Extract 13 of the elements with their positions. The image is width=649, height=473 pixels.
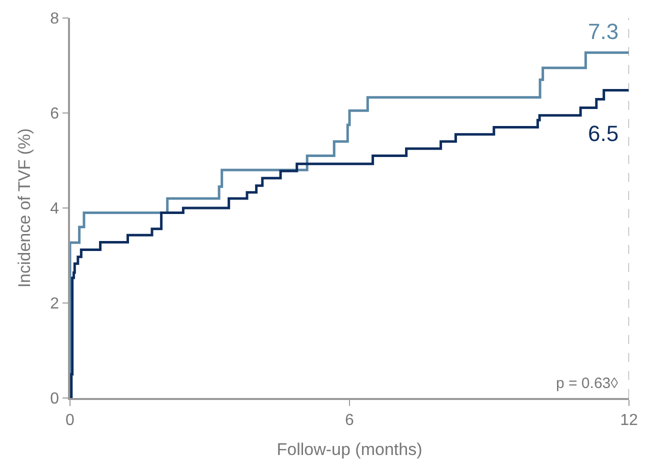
x-tick-label: 0 bbox=[66, 412, 75, 429]
annotation: p = 0.63◊ bbox=[556, 375, 619, 392]
y-tick-label: 0 bbox=[50, 390, 60, 408]
y-tick-label: 6 bbox=[50, 106, 60, 123]
annotation: 6.5 bbox=[588, 121, 619, 146]
x-axis-title: Follow-up (months) bbox=[276, 440, 422, 459]
y-tick-label: 4 bbox=[50, 200, 60, 218]
x-tick-label: 12 bbox=[620, 412, 638, 429]
x-tick-label: 6 bbox=[345, 412, 354, 429]
y-tick-label: 2 bbox=[50, 296, 60, 313]
y-axis-title: Incidence of TVF (%) bbox=[15, 128, 34, 288]
annotation: 7.3 bbox=[588, 19, 619, 44]
y-tick-label: 8 bbox=[50, 10, 60, 28]
